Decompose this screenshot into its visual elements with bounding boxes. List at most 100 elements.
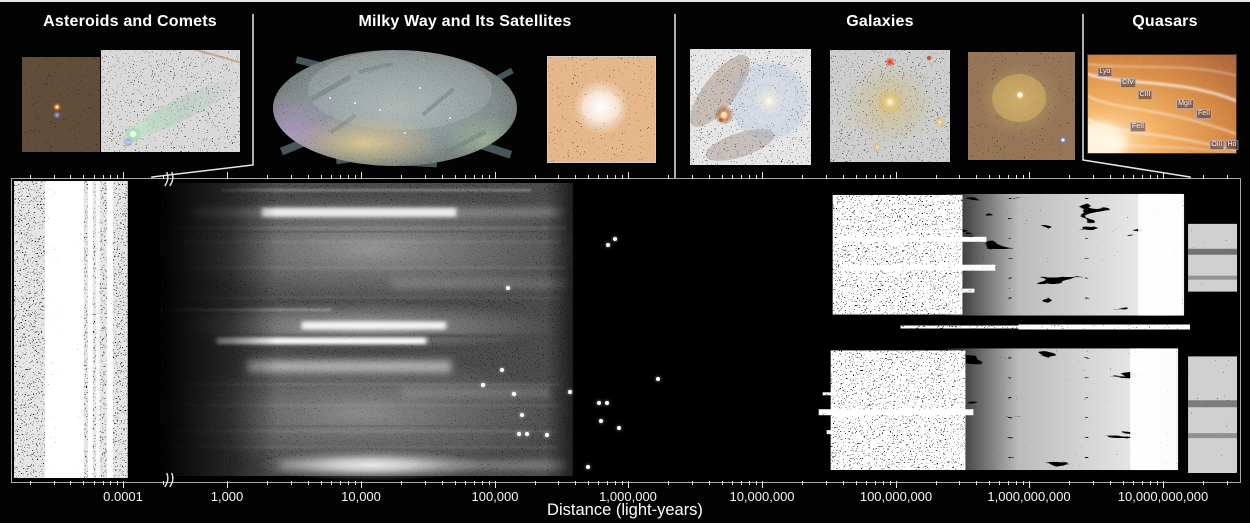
axis-tick xyxy=(988,481,990,485)
axis-tick xyxy=(1029,481,1030,488)
axis-tick xyxy=(163,175,164,179)
axis-title: Distance (light-years) xyxy=(547,501,703,519)
milky-way-sky-map-image xyxy=(273,50,517,168)
axis-tick xyxy=(424,175,426,179)
spectral-line-label: Hα xyxy=(1225,140,1239,150)
axis-tick xyxy=(875,175,877,179)
axis-tick xyxy=(454,175,456,179)
axis-tick xyxy=(1133,175,1135,179)
axis-tick xyxy=(94,481,95,485)
axis-tick xyxy=(1142,481,1144,485)
elliptical-galaxy-image-2 xyxy=(968,52,1075,160)
axis-tick xyxy=(575,175,577,179)
axis-tick xyxy=(668,175,670,179)
satellite-point xyxy=(500,368,504,372)
axis-tick xyxy=(883,175,884,179)
satellite-point xyxy=(520,413,524,417)
axis-tick xyxy=(290,175,292,179)
axis-tick xyxy=(331,175,333,179)
axis-tick xyxy=(1022,481,1024,485)
axis-tick xyxy=(1133,481,1135,485)
axis-tick-label: 10,000 xyxy=(341,489,381,504)
axis-tick xyxy=(628,172,629,179)
axis-tick xyxy=(936,481,938,485)
axis-tick xyxy=(30,175,31,179)
elliptical-galaxy-image xyxy=(830,50,950,162)
axis-tick xyxy=(482,481,483,485)
axis-tick xyxy=(482,175,483,179)
axis-tick xyxy=(976,481,978,485)
axis-tick-label: 1,000 xyxy=(210,489,244,504)
axis-tick xyxy=(110,481,111,485)
satellite-point xyxy=(597,401,601,405)
distance-plot-canvas xyxy=(12,171,1238,488)
axis-tick-label: 1,000,000,000 xyxy=(987,489,1071,504)
axis-tick xyxy=(607,175,609,179)
axis-tick xyxy=(117,481,118,485)
axis-tick xyxy=(999,175,1001,179)
axis-tick xyxy=(1203,175,1204,179)
satellite-point xyxy=(481,383,485,387)
axis-tick xyxy=(866,175,868,179)
axis-tick xyxy=(163,481,164,485)
comet-image xyxy=(101,50,240,152)
axis-tick xyxy=(976,175,978,179)
axis-tick xyxy=(227,481,228,488)
axis-tick xyxy=(354,175,356,179)
axis-tick xyxy=(615,481,617,485)
axis-tick xyxy=(628,481,629,488)
axis-tick xyxy=(598,175,600,179)
axis-tick xyxy=(83,175,84,179)
satellite-point xyxy=(605,401,609,405)
axis-tick xyxy=(320,481,322,485)
axis-tick xyxy=(401,481,403,485)
axis-tick xyxy=(70,175,71,179)
milky-way-band xyxy=(156,179,602,481)
axis-tick xyxy=(691,481,693,485)
axis-tick xyxy=(123,481,124,488)
axis-tick xyxy=(621,481,623,485)
axis-tick xyxy=(889,175,891,179)
axis-tick xyxy=(1203,481,1204,485)
spectral-line-label: MgII xyxy=(1176,99,1194,109)
axis-tick xyxy=(227,172,228,179)
spectral-line-label: FeII xyxy=(1195,109,1213,119)
axis-tick xyxy=(1150,175,1151,179)
axis-tick xyxy=(732,175,734,179)
star-cluster-image xyxy=(547,56,656,163)
axis-tick xyxy=(732,481,734,485)
axis-tick xyxy=(1163,172,1164,179)
axis-tick-label: 0.0001 xyxy=(103,489,143,504)
axis-tick xyxy=(1156,175,1158,179)
distance-plot xyxy=(11,171,1241,488)
category-title-asteroids: Asteroids and Comets xyxy=(43,13,217,30)
axis-tick-label: 100,000,000 xyxy=(859,489,933,504)
axis-tick xyxy=(348,175,349,179)
axis-tick xyxy=(354,481,356,485)
axis-tick xyxy=(441,481,443,485)
asteroid-comet-band xyxy=(13,180,128,479)
axis-tick xyxy=(855,481,857,485)
axis-tick xyxy=(340,481,342,485)
axis-tick xyxy=(721,481,723,485)
axis-tick xyxy=(70,481,71,485)
axis-tick xyxy=(668,481,670,485)
axis-tick xyxy=(883,481,884,485)
axis-break-icon xyxy=(164,171,174,488)
axis-tick xyxy=(1008,175,1010,179)
axis-tick xyxy=(802,481,804,485)
satellite-point xyxy=(517,432,521,436)
axis-tick xyxy=(1227,175,1228,179)
axis-tick xyxy=(424,481,426,485)
quasar-spectra-image: Lyα CIV CIII MgII FeII FeII OIII Hα xyxy=(1087,54,1239,154)
axis-tick xyxy=(267,175,269,179)
axis-tick xyxy=(691,175,693,179)
axis-tick-label: 10,000,000 xyxy=(729,489,795,504)
axis-tick xyxy=(1092,481,1094,485)
spectral-line-label: FeII xyxy=(1129,122,1147,132)
category-title-quasars: Quasars xyxy=(1132,13,1198,30)
axis-tick xyxy=(1227,481,1228,485)
satellite-point xyxy=(606,243,610,247)
axis-tick xyxy=(1069,481,1071,485)
axis-tick xyxy=(621,175,623,179)
